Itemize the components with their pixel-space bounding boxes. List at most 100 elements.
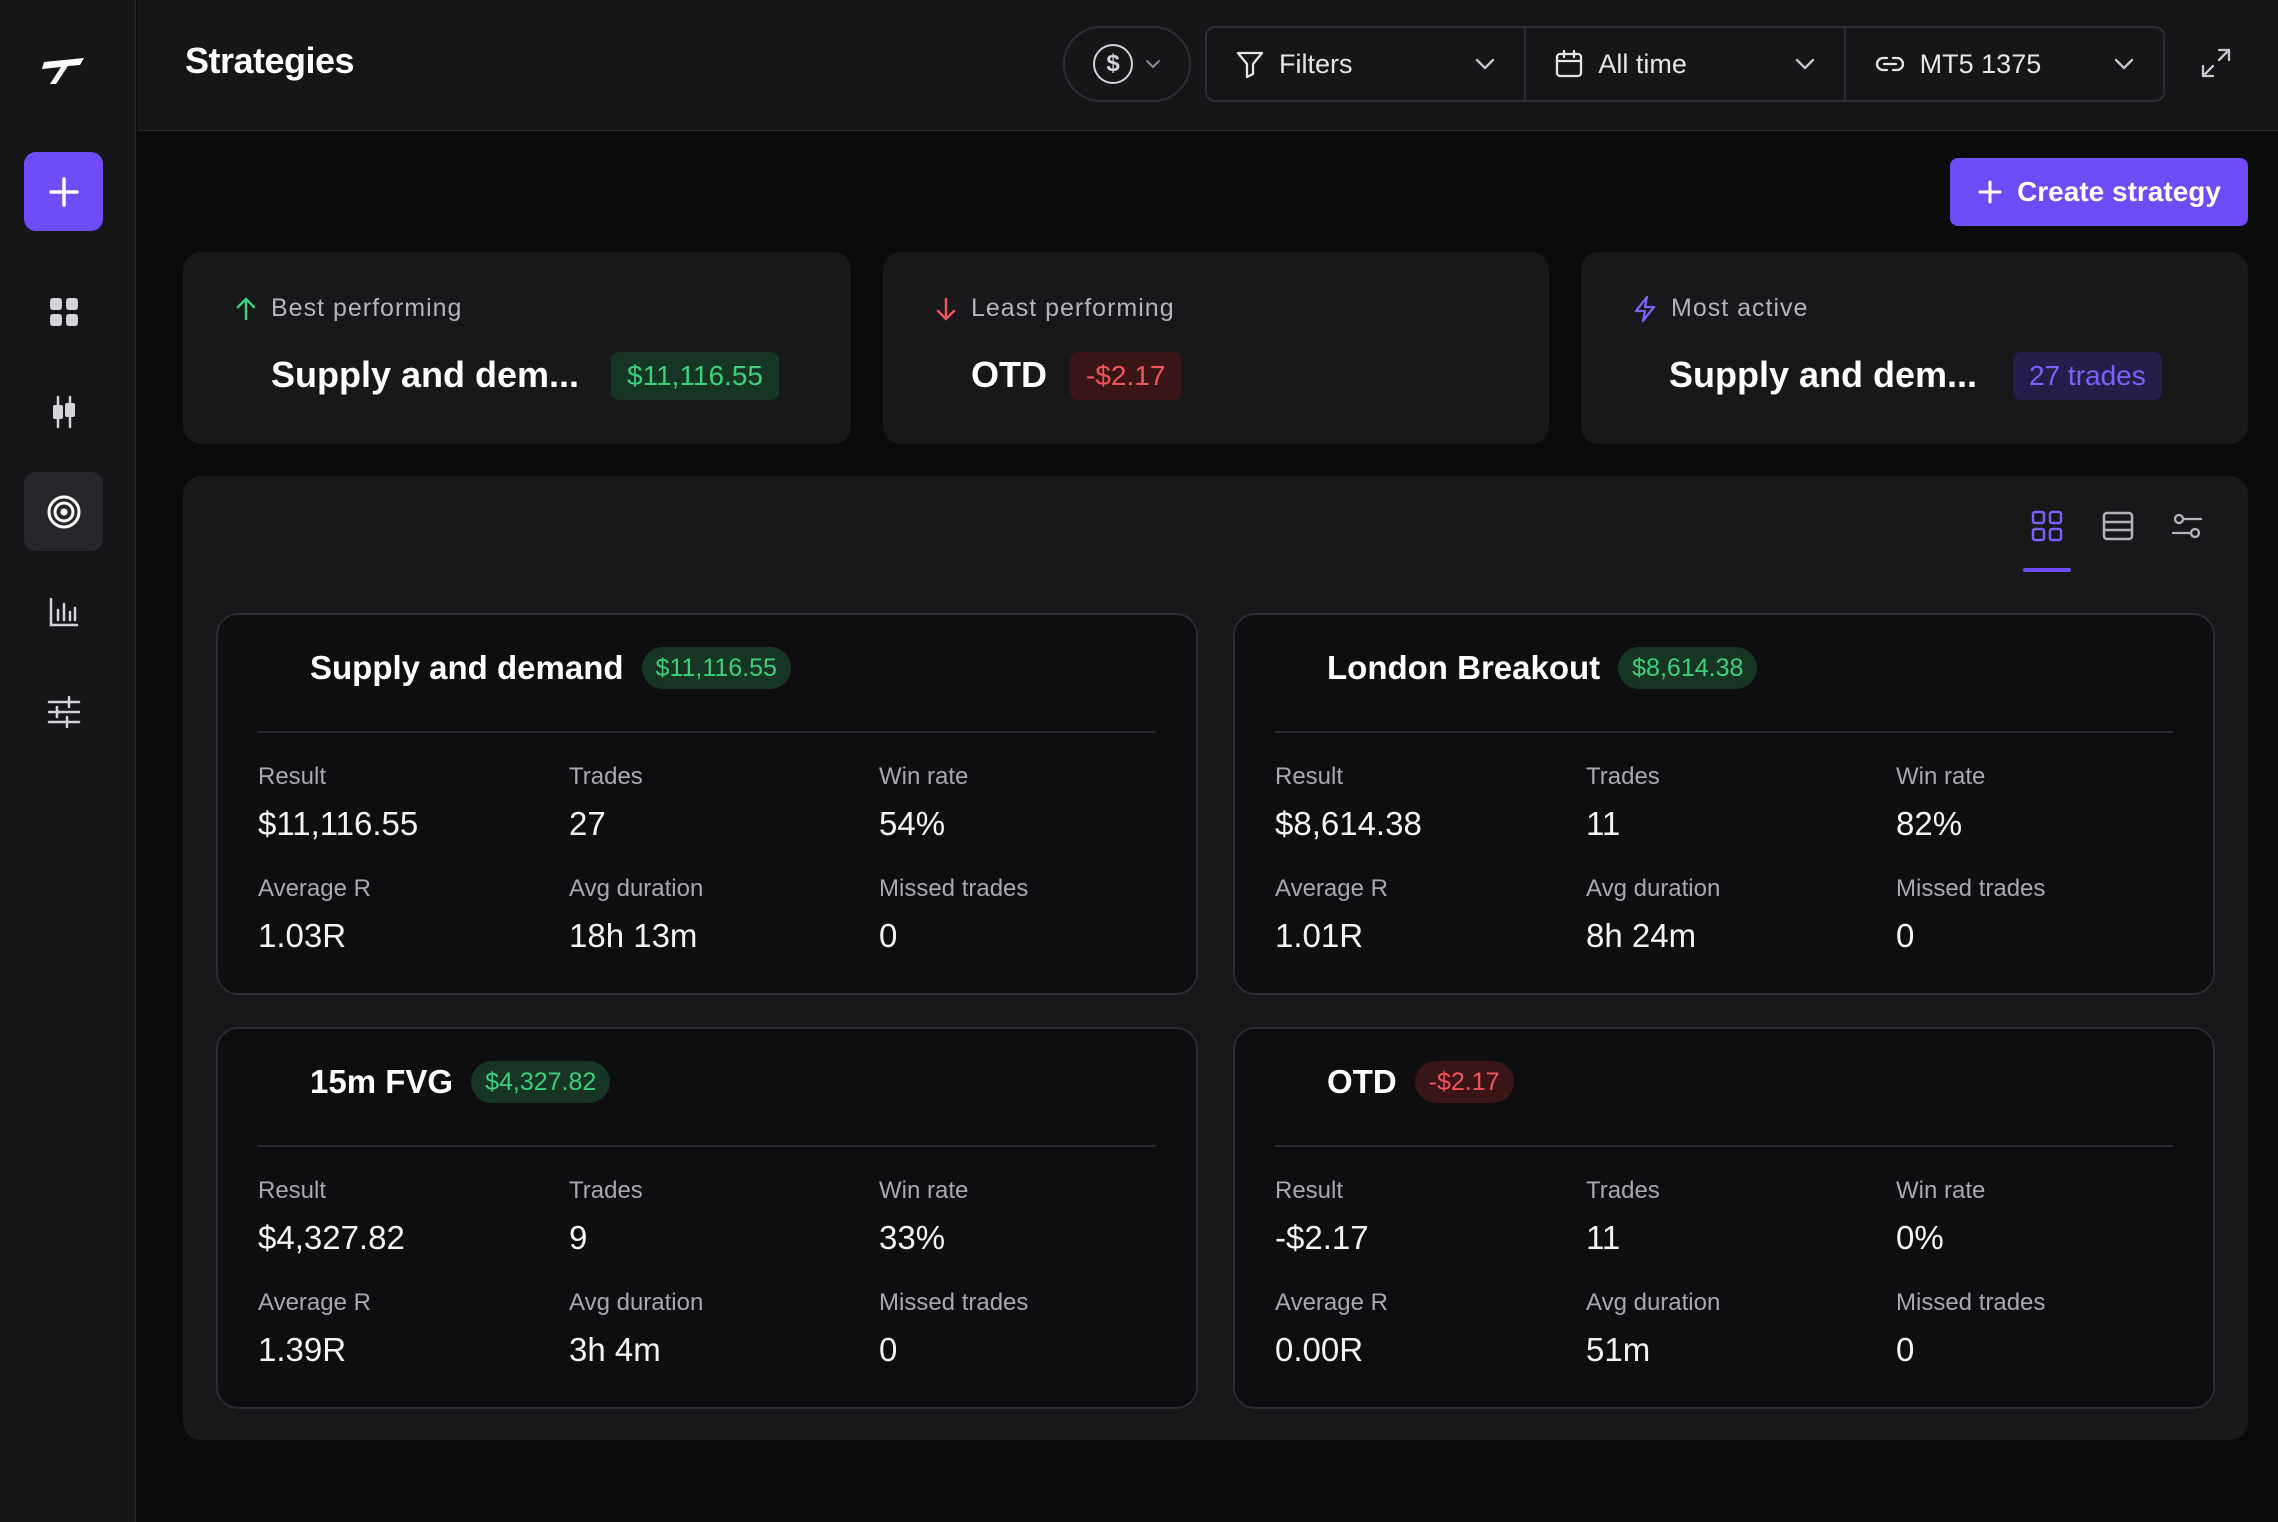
stat-label: Win rate <box>1896 763 1986 790</box>
stat-missed-trades: Missed trades 0 <box>879 1289 1028 1369</box>
stat-value: 54% <box>879 805 946 842</box>
stat-result: Result $4,327.82 <box>258 1177 405 1257</box>
stat-result: Result $8,614.38 <box>1275 763 1422 843</box>
stat-label: Missed trades <box>1896 875 2046 902</box>
stat-value: 0.00R <box>1275 1331 1364 1368</box>
stat-value: 1.39R <box>258 1331 347 1368</box>
stat-label: Avg duration <box>569 1289 704 1316</box>
calendar-icon <box>1556 49 1583 78</box>
plus-icon <box>1978 180 2002 204</box>
sidebar-item-trades[interactable] <box>24 372 103 451</box>
filter-icon <box>1236 51 1264 79</box>
filters-dropdown[interactable]: Filters <box>1207 28 1527 100</box>
page-title: Strategies <box>185 40 355 81</box>
stat-avg-duration: Avg duration 8h 24m <box>1586 875 1720 955</box>
stat-avg-duration: Avg duration 18h 13m <box>569 875 703 955</box>
strategy-result-badge: -$2.17 <box>1414 1061 1514 1103</box>
sidebar <box>0 0 136 1522</box>
add-button[interactable] <box>24 152 103 231</box>
chevron-down-icon <box>2114 58 2134 70</box>
stat-trades: Trades 11 <box>1586 763 1660 843</box>
chevron-down-icon <box>1795 58 1814 70</box>
strategy-name: OTD <box>1327 1063 1397 1100</box>
arrow-up-icon <box>236 297 256 320</box>
stat-value: 0% <box>1896 1219 1944 1256</box>
grid-view-button[interactable] <box>2031 510 2063 547</box>
strategy-name: 15m FVG <box>310 1063 454 1100</box>
stat-label: Trades <box>1586 763 1660 790</box>
most-active-card[interactable]: Most active Supply and dem... 27 trades <box>1581 252 2248 444</box>
stat-label: Result <box>1275 1177 1344 1204</box>
account-dropdown[interactable]: MT5 1375 <box>1846 28 2163 100</box>
strategy-card[interactable]: OTD -$2.17 Result -$2.17 Trades 11 Win r… <box>1233 1027 2215 1409</box>
stat-label: Average R <box>258 875 371 902</box>
summary-value-badge: $11,116.55 <box>611 352 779 400</box>
list-view-button[interactable] <box>2102 510 2134 547</box>
link-icon <box>1875 56 1904 72</box>
stat-average-r: Average R 1.03R <box>258 875 371 955</box>
stat-label: Result <box>258 1177 327 1204</box>
stat-trades: Trades 27 <box>569 763 643 843</box>
sidebar-item-dashboard[interactable] <box>24 272 103 351</box>
sidebar-item-settings[interactable] <box>24 672 103 751</box>
summary-label: Least performing <box>971 294 1175 322</box>
sidebar-item-strategies[interactable] <box>24 472 103 551</box>
stat-value: 82% <box>1896 805 1963 842</box>
stat-label: Missed trades <box>1896 1289 2046 1316</box>
currency-selector[interactable]: $ <box>1063 26 1191 102</box>
stat-value: 51m <box>1586 1331 1651 1368</box>
stat-value: 0 <box>879 1331 898 1368</box>
filters-label: Filters <box>1279 48 1353 79</box>
time-range-label: All time <box>1598 48 1687 79</box>
settings-view-icon <box>2171 513 2203 539</box>
least-performing-card[interactable]: Least performing OTD -$2.17 <box>883 252 1549 444</box>
candlestick-icon <box>52 395 75 428</box>
divider <box>1275 1145 2173 1147</box>
summary-label: Best performing <box>271 294 463 322</box>
summary-strategy-name: OTD <box>971 354 1047 395</box>
stat-win-rate: Win rate 0% <box>1896 1177 1985 1257</box>
chevron-down-icon <box>1146 60 1160 69</box>
stat-avg-duration: Avg duration 3h 4m <box>569 1289 703 1369</box>
summary-label: Most active <box>1671 294 1809 322</box>
stat-win-rate: Win rate 33% <box>879 1177 968 1257</box>
stat-value: 3h 4m <box>569 1331 661 1368</box>
logo-icon[interactable] <box>40 50 90 90</box>
dashboard-icon <box>49 297 78 326</box>
expand-icon[interactable] <box>2199 46 2233 85</box>
stat-label: Trades <box>569 763 643 790</box>
stat-label: Avg duration <box>569 875 704 902</box>
stat-value: $4,327.82 <box>258 1219 405 1256</box>
stat-value: 0 <box>1896 917 1915 954</box>
stat-value: $8,614.38 <box>1275 805 1422 842</box>
stat-label: Result <box>1275 763 1344 790</box>
stat-label: Average R <box>1275 875 1388 902</box>
stat-value: 1.01R <box>1275 917 1364 954</box>
strategy-card[interactable]: London Breakout $8,614.38 Result $8,614.… <box>1233 613 2215 995</box>
strategy-name: London Breakout <box>1327 649 1601 686</box>
sidebar-item-reports[interactable] <box>24 572 103 651</box>
strategy-card[interactable]: Supply and demand $11,116.55 Result $11,… <box>216 613 1198 995</box>
divider <box>1275 731 2173 733</box>
account-label: MT5 1375 <box>1919 48 2042 79</box>
strategy-result-badge: $4,327.82 <box>471 1061 611 1103</box>
stat-label: Win rate <box>1896 1177 1986 1204</box>
create-strategy-button[interactable]: Create strategy <box>1950 158 2248 226</box>
filter-bar: Filters All time MT5 1375 <box>1205 26 2165 102</box>
stat-label: Avg duration <box>1586 875 1721 902</box>
stat-label: Trades <box>569 1177 643 1204</box>
stat-label: Win rate <box>879 1177 969 1204</box>
stat-result: Result -$2.17 <box>1275 1177 1369 1257</box>
stat-value: $11,116.55 <box>258 805 419 842</box>
time-range-dropdown[interactable]: All time <box>1526 28 1846 100</box>
settings-view-button[interactable] <box>2171 510 2203 547</box>
strategy-card[interactable]: 15m FVG $4,327.82 Result $4,327.82 Trade… <box>216 1027 1198 1409</box>
top-bar: Strategies $ Filters All time <box>137 0 2278 131</box>
best-performing-card[interactable]: Best performing Supply and dem... $11,11… <box>183 252 851 444</box>
summary-value-badge: 27 trades <box>2013 352 2162 400</box>
summary-value-badge: -$2.17 <box>1070 352 1182 400</box>
strategy-result-badge: $11,116.55 <box>641 647 791 689</box>
strategy-name: Supply and demand <box>310 649 624 686</box>
plus-icon <box>48 176 79 207</box>
stat-trades: Trades 9 <box>569 1177 643 1257</box>
